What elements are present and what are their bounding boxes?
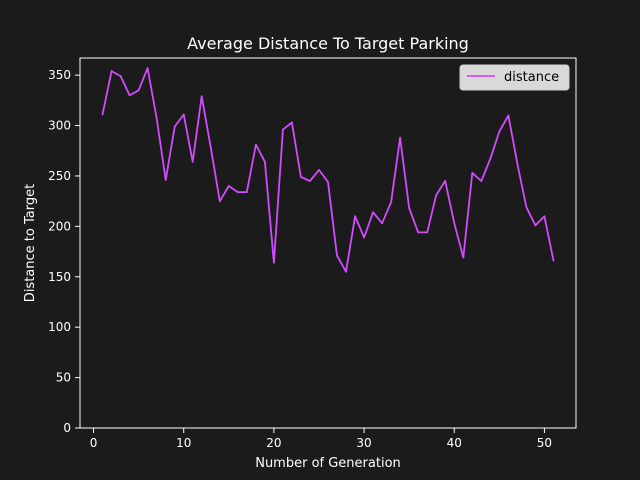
data-point xyxy=(182,113,185,116)
data-point xyxy=(218,200,221,203)
data-point xyxy=(309,180,311,182)
y-tick-label: 350 xyxy=(48,68,71,82)
data-point xyxy=(236,191,239,193)
y-tick-label: 200 xyxy=(48,219,71,233)
legend-label-distance: distance xyxy=(504,70,559,85)
y-tick-label: 50 xyxy=(56,371,71,385)
x-tick-label: 20 xyxy=(266,436,281,450)
data-point xyxy=(462,256,465,259)
series-layer xyxy=(101,67,555,273)
data-point xyxy=(363,236,365,239)
data-point xyxy=(552,259,555,262)
data-point xyxy=(345,270,347,273)
data-point xyxy=(318,169,320,171)
data-point xyxy=(119,75,122,78)
data-point xyxy=(471,172,474,174)
y-tick-label: 250 xyxy=(48,169,71,183)
data-point xyxy=(254,143,257,146)
data-point xyxy=(417,231,420,234)
data-point xyxy=(336,254,338,257)
data-point xyxy=(282,128,284,131)
x-tick-label: 40 xyxy=(447,436,462,450)
y-tick-label: 150 xyxy=(48,270,71,284)
data-point xyxy=(390,201,393,204)
data-point xyxy=(525,206,528,209)
y-tick-label: 0 xyxy=(63,421,71,435)
data-point xyxy=(444,180,447,182)
data-point xyxy=(426,231,429,234)
data-point xyxy=(110,70,113,73)
x-axis-label: Number of Generation xyxy=(255,456,401,471)
data-point xyxy=(354,215,356,218)
data-point xyxy=(327,181,329,183)
x-tick-label: 50 xyxy=(537,436,552,450)
data-point xyxy=(300,176,302,178)
legend-box xyxy=(459,64,570,91)
data-point xyxy=(291,121,293,124)
y-axis-label: Distance to Target xyxy=(23,184,38,302)
data-point xyxy=(543,215,546,218)
data-point xyxy=(516,162,519,165)
data-point xyxy=(272,261,275,264)
data-point xyxy=(146,67,149,69)
data-point xyxy=(137,89,140,92)
x-tick-label: 0 xyxy=(90,436,98,450)
y-tick-label: 300 xyxy=(48,119,71,133)
data-point xyxy=(263,160,266,163)
data-point xyxy=(489,157,492,160)
data-point xyxy=(164,179,167,181)
data-point xyxy=(227,185,230,187)
data-point xyxy=(453,222,456,225)
data-point xyxy=(381,222,384,225)
data-point xyxy=(101,113,104,116)
data-point xyxy=(155,117,158,120)
y-tick-label: 100 xyxy=(48,320,71,334)
data-point xyxy=(507,114,510,117)
data-point xyxy=(498,130,501,133)
data-point xyxy=(173,125,176,128)
legend: distance xyxy=(459,64,570,91)
data-point xyxy=(191,160,194,163)
data-point xyxy=(408,207,411,210)
data-point xyxy=(480,180,483,182)
x-axis-ticks: 0 10 20 30 40 50 xyxy=(90,428,552,450)
data-point xyxy=(245,191,248,193)
data-point xyxy=(128,94,131,97)
data-point xyxy=(399,136,402,139)
data-point xyxy=(534,224,537,227)
data-point xyxy=(200,95,203,98)
chart-title: Average Distance To Target Parking xyxy=(187,34,469,53)
data-point xyxy=(435,194,438,197)
axes-frame xyxy=(79,57,577,429)
y-axis-ticks: 0 50 100 150 200 250 300 350 xyxy=(48,68,80,435)
data-point xyxy=(209,146,212,149)
x-tick-label: 30 xyxy=(356,436,371,450)
axes xyxy=(79,57,577,429)
x-tick-label: 10 xyxy=(176,436,191,450)
data-point xyxy=(372,211,374,214)
